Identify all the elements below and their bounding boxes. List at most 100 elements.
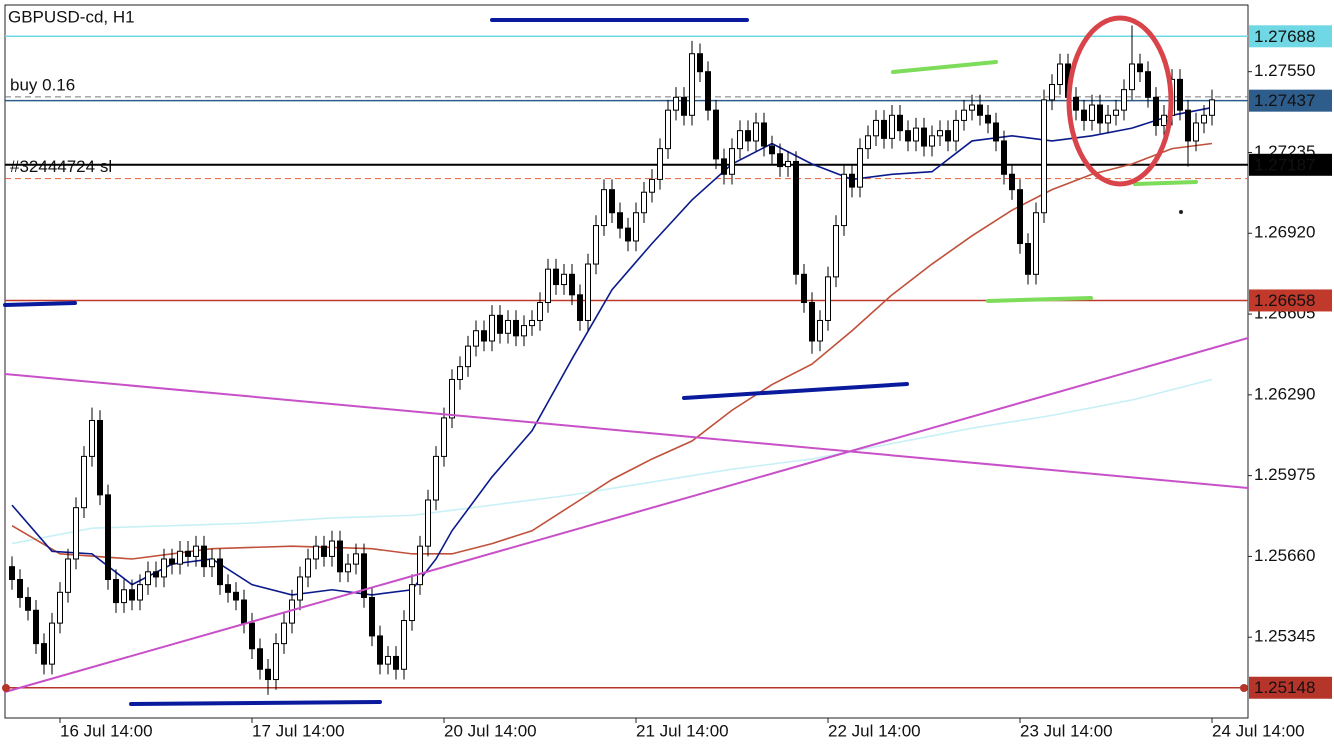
price-label-box <box>1249 153 1332 176</box>
candle-body <box>817 319 823 342</box>
trend-line <box>4 373 1249 489</box>
candle-body <box>801 273 807 304</box>
candle-body <box>537 302 543 321</box>
anchor-dot <box>1240 684 1248 692</box>
candle-body <box>721 158 727 175</box>
candle-body <box>833 225 839 278</box>
candle-body <box>97 419 103 496</box>
candle-body <box>329 540 335 557</box>
candle-body <box>1145 71 1151 98</box>
candle-body <box>305 558 311 578</box>
candle-body <box>569 273 575 296</box>
candle-body <box>1081 109 1087 121</box>
candle-body <box>825 276 831 321</box>
candle-body <box>1097 104 1103 124</box>
price-label-box <box>1249 676 1332 699</box>
candle-body <box>889 114 895 139</box>
candle-body <box>369 596 375 637</box>
candle-body <box>1129 63 1135 91</box>
candle-body <box>561 273 567 286</box>
dot <box>1179 210 1183 214</box>
candle-body <box>913 127 919 142</box>
candle-body <box>25 596 31 611</box>
candle-body <box>585 263 591 321</box>
candle-body <box>177 550 183 565</box>
candle-body <box>697 53 703 73</box>
candle-body <box>409 584 415 622</box>
candle-body <box>17 579 23 598</box>
y-tick-label: 1.26290 <box>1254 384 1315 403</box>
drawings <box>2 15 1249 706</box>
candle-body <box>1057 63 1063 86</box>
candle-body <box>169 558 175 565</box>
x-tick-label: 22 Jul 14:00 <box>828 721 921 740</box>
candle-body <box>993 122 999 142</box>
candle-body <box>881 119 887 139</box>
candle-body <box>121 589 127 604</box>
candle-body <box>1185 109 1191 142</box>
price-label-box <box>1249 89 1332 112</box>
candle-body <box>601 189 607 227</box>
candle-body <box>665 109 671 150</box>
x-tick-label: 16 Jul 14:00 <box>60 721 153 740</box>
candle-body <box>505 319 511 334</box>
candle-body <box>761 122 767 147</box>
candle-body <box>265 668 271 681</box>
candle-body <box>1161 114 1167 127</box>
price-label: 1.27688 <box>1254 27 1315 46</box>
candle-body <box>1201 114 1207 124</box>
candle-body <box>449 378 455 419</box>
candle-body <box>89 419 95 457</box>
candle-body <box>321 545 327 557</box>
candle-body <box>185 550 191 557</box>
candle-body <box>337 540 343 573</box>
highlight-ellipse <box>1066 15 1174 187</box>
candle-body <box>1177 78 1183 111</box>
candle-body <box>441 417 447 457</box>
candle-body <box>857 148 863 188</box>
candle-body <box>793 160 799 275</box>
candle-body <box>545 268 551 304</box>
candle-body <box>521 325 527 337</box>
price-label: 1.26658 <box>1254 291 1315 310</box>
candle-body <box>481 330 487 342</box>
y-tick-label: 1.27550 <box>1254 61 1315 80</box>
axes: 1.253451.256601.259751.262901.266051.269… <box>59 25 1332 740</box>
y-tick-label: 1.25345 <box>1254 627 1315 646</box>
candle-body <box>1121 89 1127 111</box>
x-tick-label: 23 Jul 14:00 <box>1020 721 1113 740</box>
candle-body <box>1017 189 1023 245</box>
candle-body <box>513 319 519 337</box>
candle-body <box>873 119 879 137</box>
candle-body <box>1041 99 1047 214</box>
y-tick-label: 1.26920 <box>1254 223 1315 242</box>
candle-body <box>465 345 471 368</box>
level-segment <box>682 382 909 400</box>
candle-body <box>433 455 439 501</box>
anchor-dot <box>2 684 10 692</box>
candle-body <box>729 148 735 175</box>
candle-body <box>65 558 71 593</box>
candle-body <box>241 599 247 624</box>
candle-body <box>657 148 663 180</box>
candle-body <box>777 153 783 168</box>
candle-body <box>137 584 143 601</box>
candle-body <box>145 571 151 586</box>
level-segment <box>129 700 382 706</box>
trend-line <box>4 337 1249 693</box>
candle-body <box>281 622 287 645</box>
candle-body <box>1193 122 1199 142</box>
candle-body <box>961 109 967 121</box>
candle-body <box>1025 243 1031 275</box>
candle-body <box>649 178 655 193</box>
candle-body <box>945 130 951 142</box>
candle-body <box>497 314 503 334</box>
candle-body <box>249 622 255 650</box>
candle-body <box>609 189 615 214</box>
candle-body <box>33 609 39 645</box>
price-label: 1.25148 <box>1254 678 1315 697</box>
price-label-box <box>1249 25 1332 48</box>
candle-body <box>841 173 847 227</box>
candle-body <box>577 294 583 321</box>
